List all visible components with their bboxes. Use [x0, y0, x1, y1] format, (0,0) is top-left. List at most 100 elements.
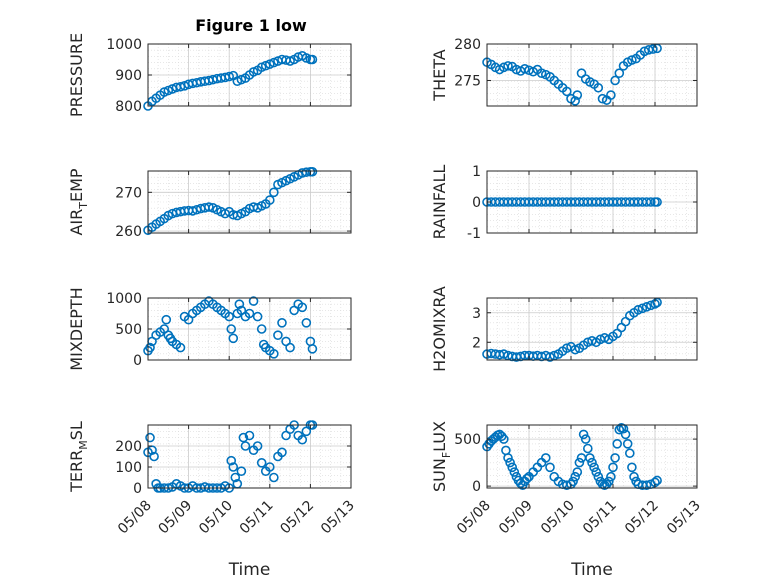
y-tick-label: -1: [467, 226, 481, 242]
data-point: [269, 348, 279, 359]
data-point: [228, 333, 239, 344]
y-label-main: SUN: [430, 458, 449, 492]
data-point: [273, 330, 283, 341]
data-point: [238, 432, 249, 443]
data-point: [175, 81, 186, 92]
subplot-3: 260 270 AIRTEMP: [67, 166, 352, 240]
x-axis-label: Time: [228, 560, 271, 580]
y-axis-label: H2OMIXRA: [430, 286, 449, 372]
y-label-rest: SL: [67, 421, 86, 440]
y-label-main: THETA: [430, 49, 449, 101]
data-point: [536, 68, 547, 78]
data-point: [540, 453, 551, 463]
data-point: [620, 429, 631, 440]
data-point: [503, 61, 513, 71]
data-point: [145, 342, 155, 353]
y-label-rest: LUX: [430, 421, 449, 452]
data-point: [610, 453, 620, 463]
data-point: [606, 471, 616, 482]
data-point: [175, 342, 186, 353]
y-tick-label: 1000: [106, 37, 142, 53]
y-label-main: MIXDEPTH: [67, 287, 86, 370]
data-point: [161, 314, 172, 325]
data-point: [580, 434, 591, 444]
y-label-subscript: M: [77, 440, 90, 450]
data-point: [614, 424, 625, 435]
data-point: [574, 457, 585, 468]
y-label-main: AIR: [67, 209, 86, 236]
y-tick-label: 1: [472, 164, 481, 180]
data-point: [248, 296, 259, 306]
y-tick-label: 260: [115, 224, 142, 240]
data-point: [264, 195, 275, 205]
data-point: [244, 430, 255, 441]
data-point: [648, 44, 658, 54]
y-axis-label: MIXDEPTH: [67, 287, 86, 370]
data-point: [606, 90, 616, 100]
data-point: [277, 317, 287, 328]
axes-box: [486, 297, 698, 361]
data-point: [498, 349, 509, 359]
axes-box: [486, 424, 698, 489]
y-axis-label: RAINFALL: [430, 165, 449, 240]
data-point: [285, 342, 295, 353]
data-point: [629, 471, 639, 482]
y-axis-label: TERRMSL: [67, 421, 90, 493]
data-point: [633, 305, 644, 315]
data-point: [503, 453, 513, 463]
data-point: [256, 457, 267, 468]
data-point: [297, 302, 308, 313]
data-point: [572, 90, 583, 100]
data-point: [307, 54, 318, 65]
y-label-main: PRESSURE: [67, 33, 86, 117]
y-tick-label: 900: [115, 68, 142, 84]
data-point: [522, 473, 532, 484]
data-point: [307, 344, 318, 354]
data-point: [234, 299, 245, 310]
data-point: [236, 466, 247, 477]
y-tick-label: 0: [133, 353, 142, 369]
subplot-2: 275 280 THETA: [430, 37, 698, 107]
y-tick-label: 0: [472, 479, 481, 495]
marker-group: [143, 50, 318, 111]
data-point: [608, 462, 618, 473]
y-tick-label: 270: [115, 185, 142, 201]
data-point: [519, 64, 530, 74]
data-point: [297, 434, 308, 445]
data-point: [224, 311, 234, 322]
data-point: [230, 472, 241, 483]
data-point: [545, 462, 555, 473]
data-point: [587, 457, 597, 468]
data-point: [570, 96, 581, 106]
data-point: [622, 439, 633, 449]
data-point: [603, 476, 614, 487]
data-point: [652, 197, 662, 207]
data-point: [570, 344, 581, 355]
data-point: [610, 75, 620, 86]
data-point: [624, 448, 635, 459]
data-point: [572, 467, 583, 477]
data-point: [498, 434, 509, 444]
y-tick-label: 200: [115, 439, 142, 455]
y-tick-label: 0: [133, 481, 142, 497]
subplot-5: 0 500 1000 MIXDEPTH: [67, 287, 352, 371]
y-tick-label: 1000: [106, 291, 142, 307]
data-point: [507, 462, 518, 473]
y-label-subscript: T: [77, 202, 90, 210]
data-point: [240, 441, 251, 451]
data-point: [505, 457, 515, 468]
data-point: [645, 197, 656, 207]
axes-box: [486, 43, 698, 107]
marker-group: [143, 166, 318, 236]
data-point: [585, 453, 595, 463]
data-point: [224, 71, 234, 82]
figure-title: Figure 1 low: [195, 16, 307, 35]
y-axis-label: AIRTEMP: [67, 168, 90, 235]
data-point: [637, 303, 648, 314]
y-tick-label: 0: [472, 195, 481, 211]
subplot-1: 800 900 1000 PRESSURE: [67, 33, 352, 117]
data-point: [149, 451, 159, 462]
data-point: [301, 317, 312, 328]
data-point: [226, 324, 237, 334]
